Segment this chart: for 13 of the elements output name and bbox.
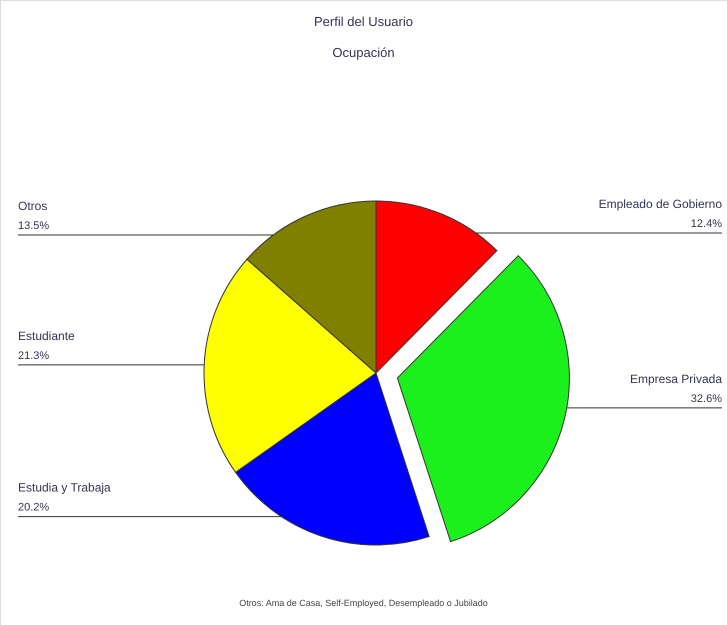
chart-title: Perfil del Usuario	[314, 14, 413, 29]
slice-label: Estudia y Trabaja	[18, 480, 112, 495]
text: Otros: Ama de Casa, Self-Employed, Desempleado o Jubilado	[239, 598, 488, 608]
data-label: 13.5%	[18, 220, 50, 232]
data-label: 20.2%	[18, 502, 50, 514]
slice-label: Estudiante	[18, 328, 76, 343]
data-label: 12.4%	[690, 218, 722, 230]
slice-label: Empresa Privada	[630, 372, 722, 386]
slice-label: Empleado de Gobierno	[598, 196, 722, 211]
slice-label: Otros	[18, 199, 48, 214]
data-label: 21.3%	[18, 350, 50, 362]
chart-subtitle: Ocupación	[332, 45, 395, 60]
data-label: 32.6%	[690, 392, 722, 405]
